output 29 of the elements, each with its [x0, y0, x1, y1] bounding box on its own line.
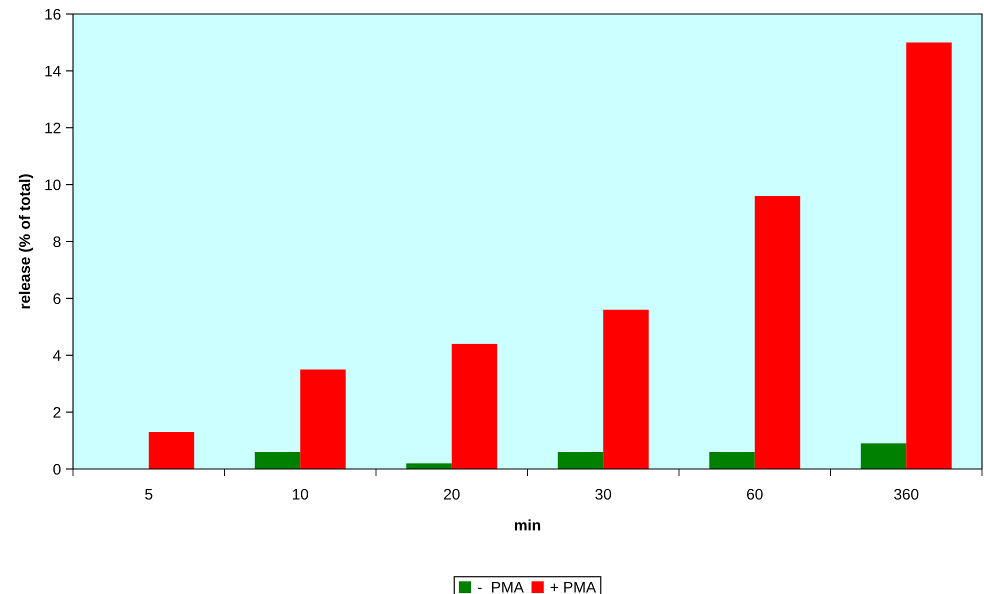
y-tick-label: 6 [53, 293, 61, 304]
y-tick-label: 12 [45, 122, 60, 134]
y-tick-label: 0 [53, 464, 61, 475]
bar [452, 344, 498, 469]
x-axis-title: min [514, 519, 540, 530]
bar [603, 310, 649, 469]
bar [709, 452, 755, 469]
x-tick-label: 60 [747, 488, 763, 500]
bar [558, 452, 604, 469]
y-tick-label: 10 [45, 179, 61, 190]
legend-label: + PMA [550, 582, 596, 592]
y-tick-label: 16 [45, 8, 61, 20]
bar [906, 42, 952, 469]
x-tick-label: 360 [894, 488, 918, 500]
y-axis-title: release (% of total) [18, 174, 34, 308]
bar [254, 452, 300, 469]
bar [754, 196, 800, 469]
x-tick-label: 10 [292, 488, 308, 500]
x-tick-label: 30 [595, 488, 612, 500]
bar [300, 369, 346, 469]
x-tick-label: 20 [444, 488, 460, 500]
legend-label: - PMA [478, 582, 524, 592]
x-tick-label: 5 [145, 489, 152, 500]
y-tick-label: 8 [53, 236, 61, 248]
bar [860, 443, 906, 469]
y-tick-label: 2 [53, 406, 60, 418]
bar [148, 432, 194, 469]
y-tick-label: 14 [45, 66, 61, 76]
y-tick-label: 4 [53, 350, 61, 361]
